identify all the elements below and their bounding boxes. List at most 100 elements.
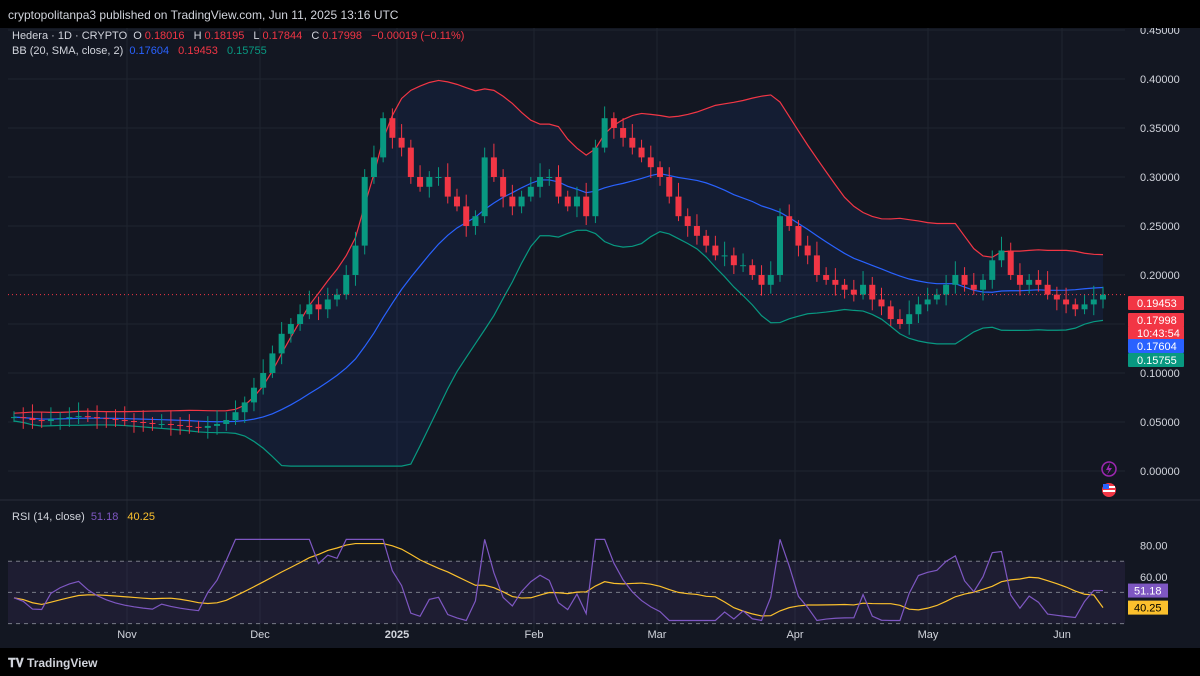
candle-body — [103, 418, 110, 420]
candle-body — [869, 284, 876, 300]
time-axis-label: Apr — [786, 629, 803, 641]
axis-price-tag-text: 0.19453 — [1137, 298, 1177, 310]
axis-price-tag — [1128, 326, 1184, 340]
candle-body — [306, 304, 313, 315]
candle-body — [481, 157, 488, 217]
candle-body — [29, 418, 36, 421]
candle-body — [1044, 284, 1051, 295]
high-value: 0.18195 — [204, 30, 245, 42]
rsi-axis-tag-text: 40.25 — [1134, 603, 1162, 615]
candle-body — [776, 216, 783, 275]
time-axis-label: Nov — [117, 629, 137, 641]
us-flag-icon — [1102, 483, 1116, 497]
candle-body — [758, 275, 765, 285]
candle-body — [490, 157, 497, 177]
candle-body — [121, 420, 128, 422]
candle-body — [730, 255, 737, 266]
candle-body — [112, 419, 119, 421]
candle-body — [906, 314, 913, 324]
candle-body — [675, 196, 682, 217]
candle-body — [1053, 294, 1060, 300]
candle-body — [370, 157, 377, 177]
lightning-icon-bolt — [1106, 463, 1112, 475]
candle-body — [444, 177, 451, 197]
candle-body — [223, 420, 230, 424]
low-value: 0.17844 — [262, 30, 303, 42]
rsi-ma-line — [13, 542, 1104, 617]
candle-body — [998, 250, 1005, 261]
candle-body — [703, 235, 710, 246]
candle-body — [601, 118, 608, 148]
candle-body — [38, 420, 45, 422]
candle-body — [407, 147, 414, 177]
candle-body — [823, 275, 830, 280]
candle-body — [666, 177, 673, 197]
rsi-value: 51.18 — [90, 511, 119, 523]
bb-legend: BB (20, SMA, close, 2) 0.17604 0.19453 0… — [12, 45, 273, 57]
axis-price-tag-text: 0.17998 — [1137, 315, 1177, 327]
candle-body — [417, 177, 424, 187]
rsi-axis-tag — [1128, 600, 1168, 615]
bb-upper-line — [13, 79, 1104, 414]
price-tick-label: 0.05000 — [1140, 417, 1180, 429]
candle-body — [850, 289, 857, 295]
open-value: 0.18016 — [144, 30, 185, 42]
candle-body — [860, 284, 867, 295]
candle-body — [647, 157, 654, 168]
candle-body — [509, 196, 516, 207]
candle-body — [896, 319, 903, 324]
lightning-icon[interactable] — [1101, 461, 1117, 477]
lightning-icon-ring — [1101, 461, 1117, 477]
footer-bar: 𝐓𝐕 TradingView — [0, 648, 1200, 676]
candle-body — [334, 294, 341, 300]
time-axis-label: Jun — [1053, 629, 1071, 641]
candle-body — [841, 284, 848, 290]
candle-body — [518, 196, 525, 207]
time-axis-label: Mar — [648, 629, 667, 641]
candle-body — [887, 306, 894, 320]
candle-body — [361, 177, 368, 246]
price-grid — [8, 28, 1125, 638]
candle-body — [463, 206, 470, 226]
candle-body — [527, 186, 534, 197]
rsi-tick-label: 60.00 — [1140, 572, 1168, 584]
rsi-pane: 80.00 60.00 51.18 40.25 — [8, 538, 1168, 625]
rsi-axis-tag — [1128, 583, 1168, 598]
candle-body — [204, 425, 211, 428]
candle-body — [813, 255, 820, 275]
price-tick-label: 0.00000 — [1140, 466, 1180, 478]
price-tick-label: 0.35000 — [1140, 123, 1180, 135]
axis-price-tag-text: 0.15755 — [1137, 355, 1177, 367]
time-axis-label: 2025 — [385, 629, 409, 641]
candle-body — [287, 324, 294, 334]
axis-price-tag-text: 0.17604 — [1137, 341, 1177, 353]
candle-body — [140, 422, 147, 423]
price-tick-label: 0.20000 — [1140, 270, 1180, 282]
rsi-legend: RSI (14, close) 51.18 40.25 — [12, 511, 161, 523]
candle-body — [66, 417, 73, 419]
time-axis-label: May — [918, 629, 939, 641]
bb-upper-value: 0.19453 — [178, 45, 218, 57]
candle-body — [684, 216, 691, 226]
tradingview-logo: 𝐓𝐕 TradingView — [8, 656, 98, 670]
candle-body — [564, 196, 571, 207]
candle-body — [343, 275, 350, 295]
price-tick-label: 0.10000 — [1140, 368, 1180, 380]
candles — [11, 106, 1106, 439]
candle-body — [620, 128, 627, 138]
candle-body — [158, 423, 165, 425]
candle-body — [260, 373, 267, 388]
bb-label: BB (20, SMA, close, 2) — [12, 45, 124, 57]
time-axis-label: Feb — [525, 629, 544, 641]
candle-body — [278, 333, 285, 354]
us-flag-icon-canton — [1103, 484, 1109, 489]
candle-body — [980, 279, 987, 290]
candle-body — [952, 275, 959, 285]
price-chart[interactable]: 0.45000 0.40000 0.35000 0.30000 0.25000 0.200… — [0, 28, 1200, 648]
candle-body — [693, 226, 700, 236]
price-tick-label: 0.40000 — [1140, 74, 1180, 86]
candle-body — [297, 314, 304, 324]
candle-body — [398, 137, 405, 148]
candle-body — [214, 423, 221, 426]
